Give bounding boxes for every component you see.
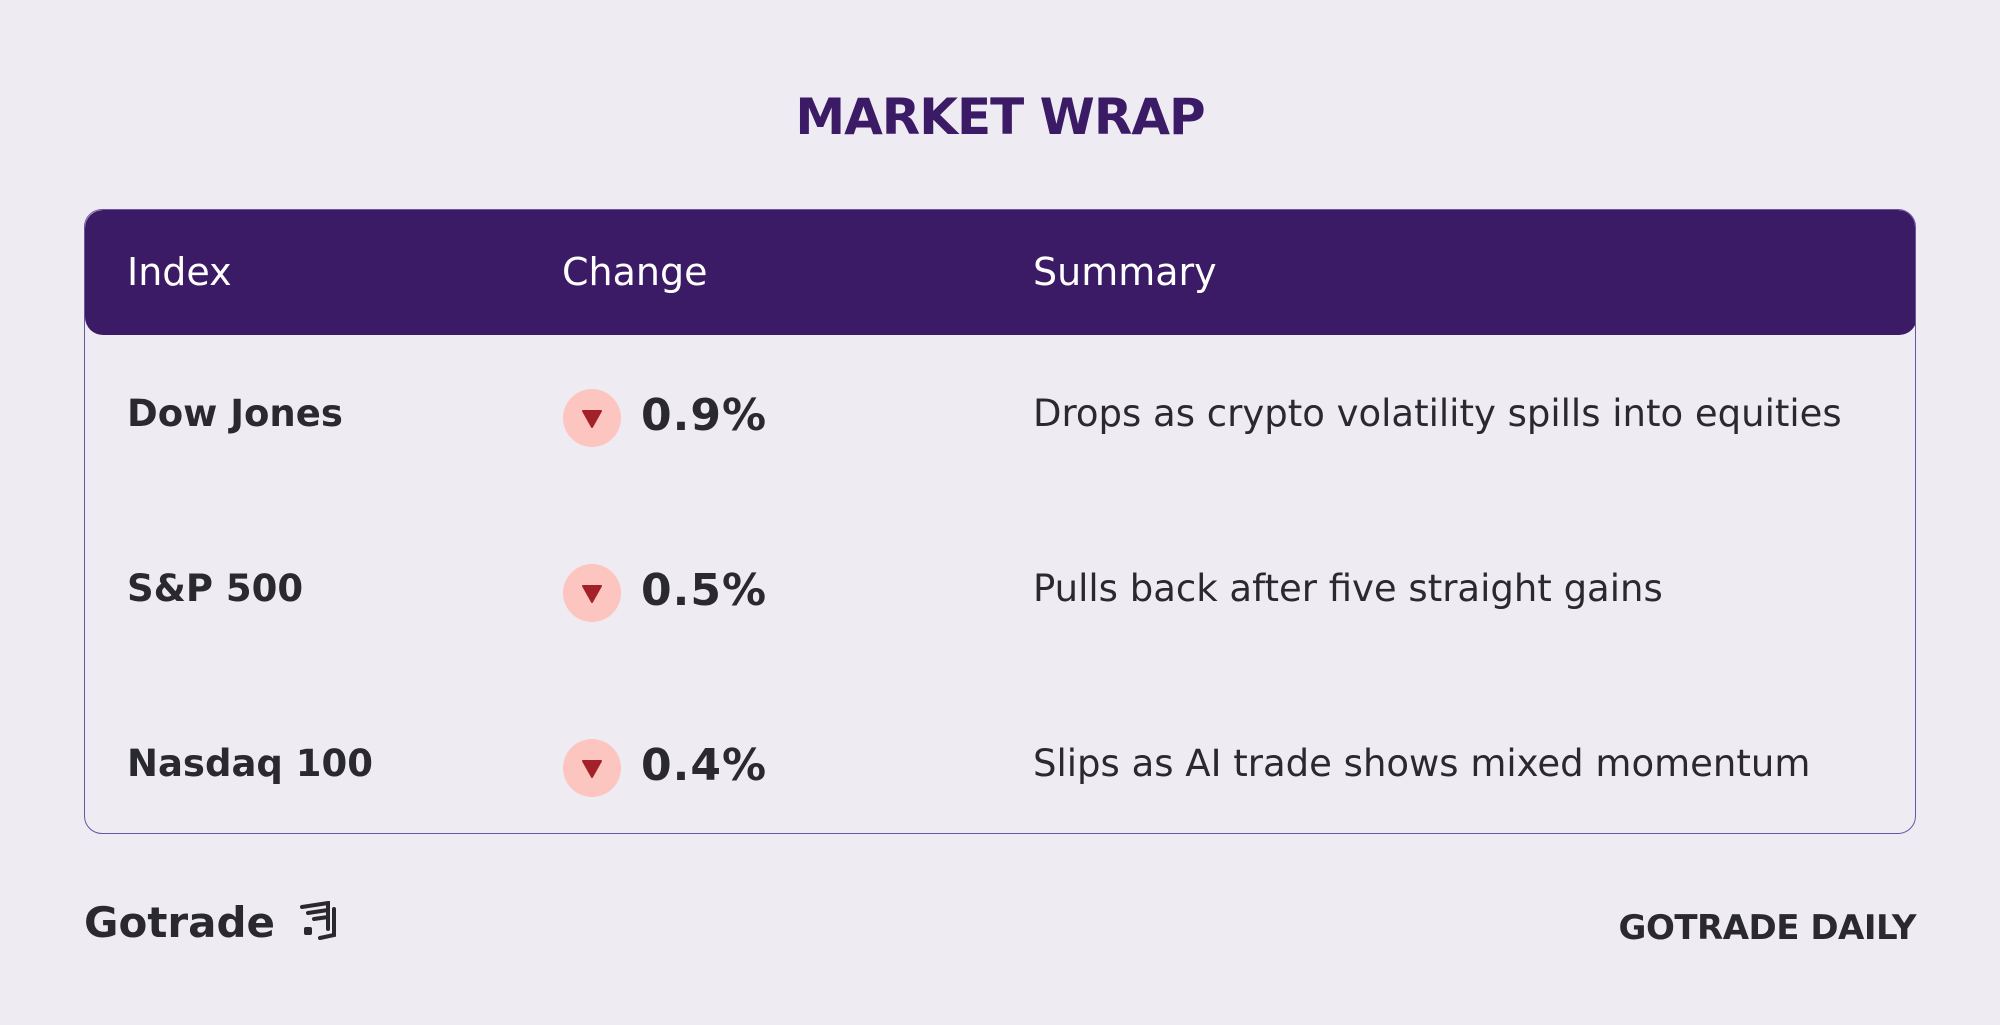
index-name: Nasdaq 100 (127, 742, 374, 785)
brand: Gotrade (84, 898, 340, 947)
change-value: 0.4% (641, 740, 768, 791)
header-cell: Change (562, 250, 708, 294)
summary: Pulls back after five straight gains (1033, 567, 1663, 610)
tagline: GOTRADE DAILY (1618, 908, 1917, 948)
index-name: Dow Jones (127, 392, 343, 435)
brand-logo (299, 900, 336, 940)
header-cell: Summary (1033, 250, 1217, 294)
change-value: 0.5% (641, 565, 768, 616)
table-header: Index Change Summary (85, 210, 1915, 335)
change-value: 0.9% (641, 390, 768, 441)
title: MARKET WRAP (795, 88, 1205, 146)
table: Index Change Summary Dow Jones 0.9% Drops … (84, 209, 1916, 834)
down-icon (563, 564, 621, 622)
header-cell: Index (127, 250, 232, 294)
down-icon (563, 739, 621, 797)
summary: Slips as AI trade shows mixed momentum (1033, 742, 1811, 785)
summary: Drops as crypto volatility spills into e… (1033, 392, 1842, 435)
index-name: S&P 500 (127, 567, 304, 610)
brand-name: Gotrade (84, 898, 276, 947)
down-icon (563, 389, 621, 447)
